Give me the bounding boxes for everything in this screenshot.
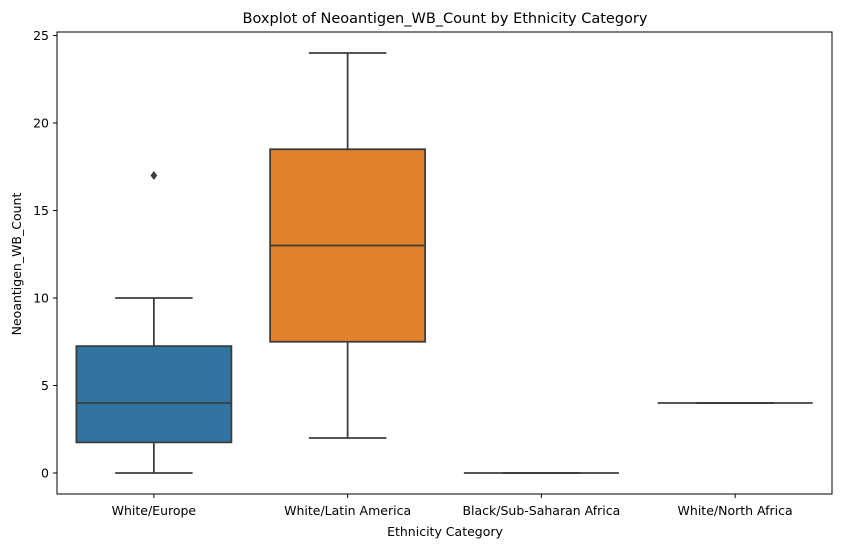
y-axis-label: Neoantigen_WB_Count xyxy=(9,193,24,336)
plot-frame xyxy=(56,31,833,495)
y-tick-label: 5 xyxy=(41,378,49,393)
x-tick-label: White/Latin America xyxy=(284,503,411,518)
box-1 xyxy=(75,345,233,444)
outlier-point xyxy=(150,171,158,180)
plot-area: 0 5 10 15 20 25 White/Europe White/Latin Americ… xyxy=(33,28,833,518)
x-tick-label: Black/Sub-Saharan Africa xyxy=(462,503,620,518)
chart-title: Boxplot of Neoantigen_WB_Count by Ethnic… xyxy=(243,11,648,27)
x-tick-label: White/North Africa xyxy=(678,503,793,518)
x-tick-label: White/Europe xyxy=(112,503,197,518)
y-tick-label: 10 xyxy=(33,291,49,306)
y-tick-label: 25 xyxy=(33,28,49,43)
y-tick-label: 0 xyxy=(41,466,49,481)
x-axis-label: Ethnicity Category xyxy=(387,524,503,539)
y-tick-label: 15 xyxy=(33,203,49,218)
y-tick-label: 20 xyxy=(33,116,49,131)
